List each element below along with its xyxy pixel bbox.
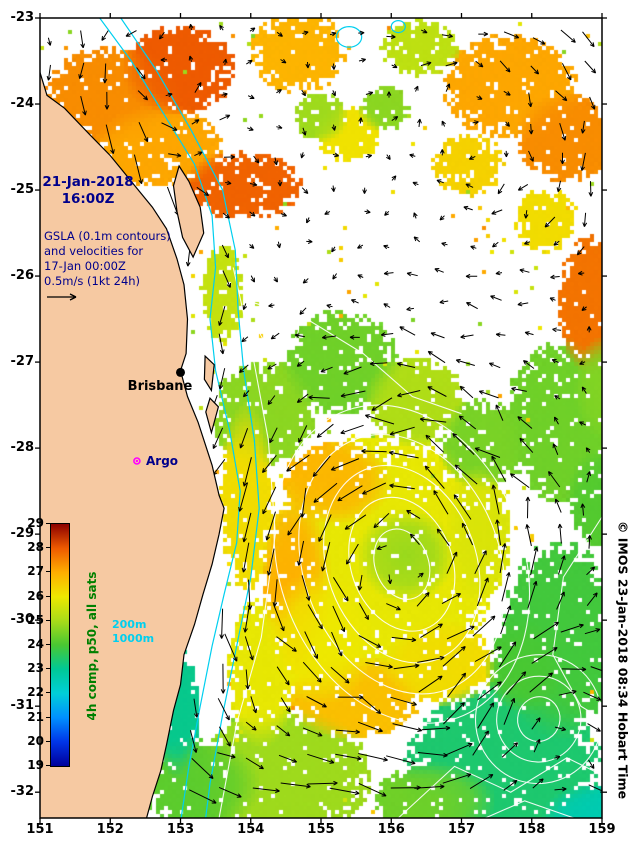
colorbar-tick-mark — [46, 644, 50, 645]
map-markers — [133, 367, 185, 465]
colorbar-tick-label: 24 — [27, 637, 44, 651]
colorbar-tick-mark — [46, 547, 50, 549]
colorbar-tick-label: 20 — [27, 733, 44, 748]
colorbar-tick-label: 23 — [27, 661, 44, 676]
colorbar-tick-label: 27 — [27, 564, 44, 579]
velocity-scale-arrow — [46, 288, 90, 301]
colorbar-tick-mark — [46, 765, 50, 766]
imos-credit-text: © IMOS 23-Jan-2018 08:34 Hobart Time — [615, 520, 631, 800]
gsla-info-block: GSLA (0.1m contours) and velocities for … — [44, 229, 194, 289]
axes-frame — [35, 13, 607, 823]
brisbane-dot — [176, 367, 185, 377]
colorbar-tick-mark — [46, 716, 50, 718]
depth-1000m-label: 1000m — [112, 632, 155, 645]
timestamp-block: 21-Jan-2018 16:00Z — [28, 174, 148, 208]
map-time: 16:00Z — [61, 191, 115, 207]
city-label-brisbane: Brisbane — [127, 379, 193, 394]
colorbar-tick-label: 22 — [27, 685, 44, 700]
colorbar-tick-label: 19 — [27, 758, 44, 772]
colorbar-tick-mark — [46, 740, 50, 742]
velocity-arrows — [46, 23, 602, 804]
colorbar-label: 4h comp, p50, all sats — [85, 571, 99, 721]
gsla-info-line: GSLA (0.1m contours) — [44, 229, 171, 243]
gsla-info-line: and velocities for — [44, 244, 144, 258]
gsla-info-line: 17-Jan 00:00Z — [44, 259, 126, 273]
depth-200m-label: 200m — [112, 618, 147, 631]
colorbar-tick-label: 26 — [27, 588, 44, 603]
gsla-contours — [218, 267, 602, 818]
sst-colorbar: 29 28 27 26 25 24 23 22 21 20 19 — [22, 516, 122, 778]
map-date: 21-Jan-2018 — [42, 174, 134, 190]
land-mass — [40, 70, 225, 818]
colorbar-tick-mark — [46, 571, 50, 573]
colorbar-tick-mark — [46, 619, 50, 621]
bathymetry-contours — [99, 18, 406, 818]
colorbar-tick-label: 25 — [27, 612, 44, 627]
colorbar-tick-label: 21 — [27, 709, 44, 724]
argo-label: Argo — [146, 454, 179, 468]
gsla-info-line: 0.5m/s (1kt 24h) — [44, 274, 141, 288]
colorbar-tick-label: 29 — [27, 516, 44, 530]
colorbar-tick-mark — [46, 668, 50, 670]
colorbar-tick-mark — [46, 523, 50, 524]
colorbar-gradient — [50, 523, 70, 767]
colorbar-tick-label: 28 — [27, 540, 44, 555]
scale-arrow-icon — [47, 293, 77, 301]
colorbar-tick-mark — [46, 595, 50, 597]
argo-marker — [133, 457, 141, 465]
colorbar-tick-mark — [46, 692, 50, 694]
bathymetry-legend: 200m 1000m — [112, 618, 154, 646]
